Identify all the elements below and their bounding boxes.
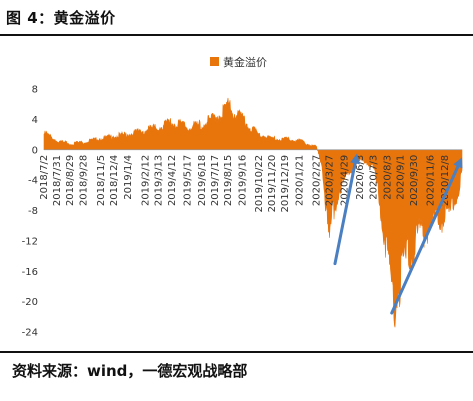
x-tick-label: 2020/8/3 — [383, 155, 394, 200]
figure-title: 图 4：黄金溢价 — [6, 9, 116, 27]
x-tick-label: 2018/12/4 — [109, 155, 120, 206]
y-tick-label: -8 — [28, 206, 38, 217]
trend-arrow — [333, 153, 360, 266]
y-tick-label: 8 — [32, 85, 38, 96]
x-tick-label: 2019/6/18 — [197, 155, 208, 206]
legend: 黄金溢价 — [210, 55, 267, 69]
x-axis-ticks: 2018/7/2 2018/7/31 2018/8/29 2018/9/28 2018/… — [39, 155, 451, 213]
x-tick-label: 2019/8/15 — [223, 155, 234, 206]
x-tick-label: 2020/12/8 — [440, 155, 451, 206]
y-tick-label: -16 — [22, 267, 38, 278]
x-tick-label: 2019/11/20 — [267, 155, 278, 213]
y-tick-label: 0 — [32, 145, 38, 156]
x-tick-label: 2019/9/16 — [238, 155, 249, 206]
x-tick-label: 2020/1/21 — [295, 155, 306, 206]
source-note: 资料来源：wind，一德宏观战略部 — [12, 362, 248, 380]
annotation-arrows — [333, 153, 463, 315]
x-tick-label: 2020/9/1 — [396, 155, 407, 200]
x-tick-label: 2020/9/30 — [409, 155, 420, 206]
x-tick-label: 2019/2/12 — [140, 155, 151, 206]
x-tick-label: 2020/2/27 — [311, 155, 322, 206]
x-tick-label: 2020/7/3 — [369, 155, 380, 200]
x-tick-label: 2018/7/2 — [39, 155, 50, 200]
x-tick-label: 2020/11/6 — [425, 155, 436, 206]
trend-arrow — [390, 157, 463, 315]
premium-chart: 黄金溢价 8 4 0 -4 -8 -12 -16 -20 -24 2018/7/2 2018/7/… — [22, 55, 463, 339]
x-tick-label: 2018/7/31 — [52, 155, 63, 206]
x-tick-label: 2020/4/29 — [339, 155, 350, 206]
x-tick-label: 2018/9/28 — [79, 155, 90, 206]
x-tick-label: 2019/7/17 — [210, 155, 221, 206]
legend-swatch — [210, 57, 219, 66]
x-tick-label: 2019/12/19 — [280, 155, 291, 213]
legend-label: 黄金溢价 — [223, 55, 267, 69]
x-tick-label: 2019/1/4 — [123, 155, 134, 200]
x-tick-label: 2020/3/27 — [325, 155, 336, 206]
y-tick-label: -20 — [22, 297, 38, 308]
y-tick-label: 4 — [32, 115, 38, 126]
x-tick-label: 2018/8/29 — [65, 155, 76, 206]
top-rule — [0, 34, 473, 36]
x-tick-label: 2019/3/13 — [153, 155, 164, 206]
bottom-rule — [0, 351, 473, 353]
x-tick-label: 2018/11/5 — [96, 155, 107, 206]
x-tick-label: 2019/5/17 — [183, 155, 194, 206]
x-tick-label: 2019/10/22 — [254, 155, 265, 213]
y-tick-label: -12 — [22, 236, 38, 247]
x-tick-label: 2019/4/12 — [167, 155, 178, 206]
x-tick-label: 2020/6/3 — [355, 155, 366, 200]
y-axis-ticks: 8 4 0 -4 -8 -12 -16 -20 -24 — [22, 85, 38, 339]
y-tick-label: -4 — [28, 176, 38, 187]
y-tick-label: -24 — [22, 328, 38, 339]
